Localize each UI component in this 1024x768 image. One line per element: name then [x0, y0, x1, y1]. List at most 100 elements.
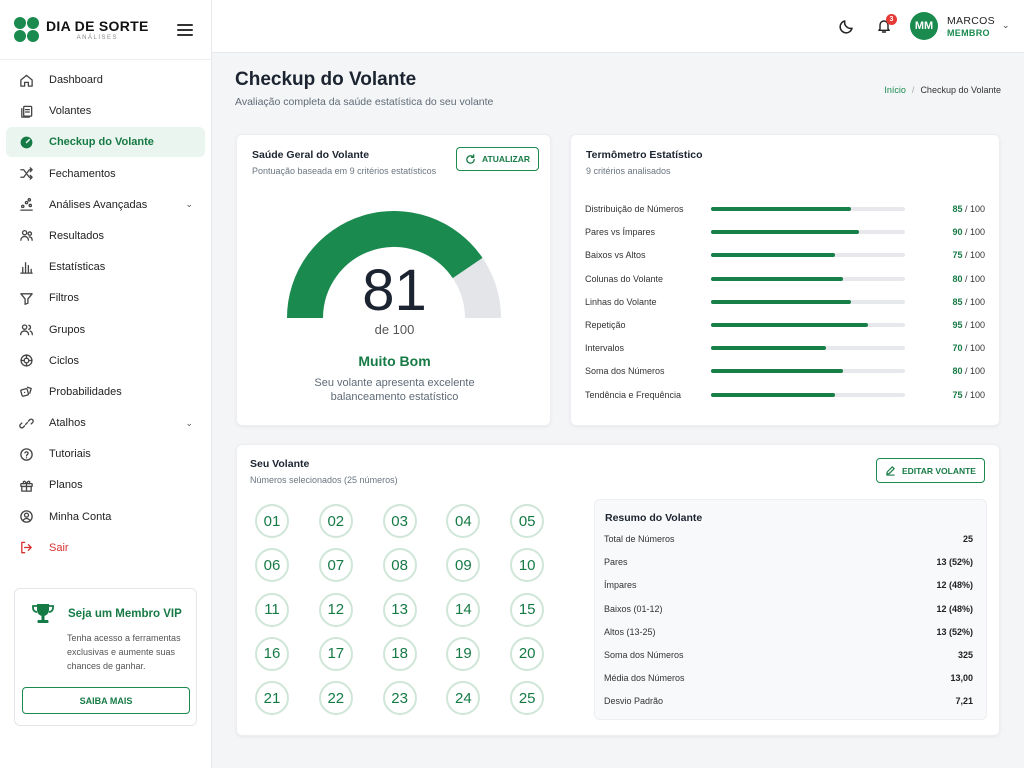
vip-card: Seja um Membro VIP Tenha acesso a ferram…	[14, 588, 197, 726]
sidebar-item-atalhos[interactable]: Atalhos ⌄	[6, 408, 205, 438]
user-menu[interactable]: MARCOS MEMBRO	[947, 15, 995, 39]
criterion-score-max: / 100	[964, 273, 985, 284]
ticket-card: Seu Volante Números selecionados (25 núm…	[236, 444, 1000, 736]
chevron-down-icon: ⌄	[185, 199, 193, 210]
number-ball[interactable]: 10	[510, 548, 545, 583]
criterion-name: Repetição	[585, 320, 626, 330]
number-ball[interactable]: 02	[318, 504, 353, 538]
criterion-score: 80 / 100	[952, 274, 985, 284]
number-ball[interactable]: 13	[382, 592, 417, 627]
users-icon	[18, 228, 34, 244]
sidebar-item-sair[interactable]: Sair	[6, 533, 205, 563]
sidebar-item-label: Grupos	[49, 323, 86, 336]
user-circle-icon	[18, 509, 34, 525]
refresh-button[interactable]: ATUALIZAR	[456, 147, 539, 171]
sidebar-nav: Dashboard Volantes Checkup do Volante Fecha…	[0, 60, 211, 563]
learn-more-button[interactable]: SAIBA MAIS	[22, 687, 190, 714]
sidebar-item-checkup-do-volante[interactable]: Checkup do Volante	[6, 127, 205, 158]
sidebar-item-tutoriais[interactable]: Tutoriais	[6, 439, 205, 469]
user-role: MEMBRO	[947, 28, 990, 38]
criterion-row: Soma dos Números 80 / 100	[585, 364, 985, 378]
sidebar-item-filtros[interactable]: Filtros	[6, 283, 205, 313]
sidebar-item-label: Probabilidades	[49, 385, 122, 398]
sidebar-item-probabilidades[interactable]: Probabilidades	[6, 377, 205, 407]
sidebar-item-estatisticas[interactable]: Estatísticas	[6, 252, 205, 282]
dark-mode-icon[interactable]	[839, 18, 855, 34]
criterion-name: Tendência e Frequência	[585, 389, 682, 400]
sidebar-item-resultados[interactable]: Resultados	[6, 221, 205, 251]
number-ball[interactable]: 14	[446, 592, 481, 627]
health-card-title: Saúde Geral do Volante	[252, 149, 370, 161]
criterion-bar-fill	[711, 276, 843, 281]
number-ball[interactable]: 24	[446, 681, 481, 716]
sidebar-item-minha-conta[interactable]: Minha Conta	[6, 502, 205, 532]
number-ball[interactable]: 19	[446, 636, 481, 671]
number-ball[interactable]: 01	[255, 504, 289, 538]
topbar: 3 MM MARCOS MEMBRO ⌄	[212, 0, 1024, 53]
sidebar-item-planos[interactable]: Planos	[6, 470, 205, 500]
criterion-bar-fill	[711, 346, 827, 351]
criterion-bar-fill	[711, 253, 835, 258]
number-ball[interactable]: 08	[382, 548, 417, 583]
clover-logo-icon	[14, 16, 40, 43]
summary-value: 13 (52%)	[936, 557, 973, 568]
number-ball[interactable]: 05	[510, 504, 545, 538]
number-ball[interactable]: 06	[255, 548, 289, 583]
criterion-row: Repetição 95 / 100	[585, 318, 985, 332]
filter-icon	[18, 290, 34, 306]
sidebar-item-label: Dashboard	[49, 74, 103, 86]
sidebar-item-grupos[interactable]: Grupos	[6, 315, 205, 345]
criterion-score-value: 80	[952, 273, 963, 284]
criterion-score: 75 / 100	[952, 250, 985, 260]
number-ball[interactable]: 09	[446, 548, 481, 583]
criterion-row: Tendência e Frequência 75 / 100	[585, 388, 985, 402]
sidebar-item-analises-avancadas[interactable]: Análises Avançadas ⌄	[6, 190, 205, 220]
number-ball[interactable]: 07	[318, 548, 353, 583]
number-ball[interactable]: 15	[510, 592, 545, 627]
sidebar-item-volantes[interactable]: Volantes	[6, 96, 205, 126]
summary-value: 13,00	[950, 673, 973, 684]
criterion-row: Linhas do Volante 85 / 100	[585, 295, 985, 309]
summary-row: Baixos (01-12) 12 (48%)	[604, 604, 973, 614]
edit-ticket-button[interactable]: EDITAR VOLANTE	[876, 458, 985, 483]
copy-icon	[18, 103, 34, 119]
number-ball[interactable]: 22	[318, 681, 353, 716]
criterion-bar	[711, 299, 905, 304]
number-ball[interactable]: 21	[255, 681, 289, 716]
shuffle-icon	[18, 166, 34, 182]
number-ball[interactable]: 16	[255, 636, 289, 671]
home-icon	[18, 72, 34, 88]
thermometer-title: Termômetro Estatístico	[586, 149, 703, 161]
number-ball[interactable]: 23	[382, 681, 417, 716]
breadcrumb-home-link[interactable]: Início	[884, 85, 906, 95]
criterion-score: 80 / 100	[952, 366, 985, 376]
sidebar-item-ciclos[interactable]: Ciclos	[6, 346, 205, 376]
sidebar-item-label: Fechamentos	[49, 167, 116, 180]
sidebar-item-fechamentos[interactable]: Fechamentos	[6, 159, 205, 189]
summary-row: Ímpares 12 (48%)	[604, 580, 973, 590]
summary-value: 12 (48%)	[936, 580, 973, 591]
number-ball[interactable]: 04	[446, 504, 481, 538]
number-ball[interactable]: 20	[510, 636, 545, 671]
number-ball[interactable]: 18	[382, 636, 417, 671]
scatter-icon	[18, 197, 34, 213]
gauge-icon	[18, 134, 34, 150]
summary-row: Soma dos Números 325	[604, 650, 973, 660]
criterion-bar	[711, 276, 905, 281]
number-ball[interactable]: 11	[255, 592, 289, 627]
criterion-score-value: 70	[952, 343, 963, 354]
number-ball[interactable]: 12	[318, 592, 353, 627]
avatar[interactable]: MM	[910, 12, 938, 40]
sidebar-item-dashboard[interactable]: Dashboard	[6, 65, 205, 95]
number-ball[interactable]: 03	[382, 504, 417, 538]
summary-row: Altos (13-25) 13 (52%)	[604, 627, 973, 637]
pencil-icon	[886, 466, 895, 476]
number-ball[interactable]: 17	[318, 636, 353, 671]
criterion-score-max: / 100	[964, 320, 985, 330]
chevron-down-icon[interactable]: ⌄	[1002, 20, 1010, 30]
criterion-row: Pares vs Ímpares 90 / 100	[585, 225, 985, 239]
number-ball[interactable]: 25	[510, 681, 545, 716]
criterion-score: 75 / 100	[952, 390, 985, 400]
menu-toggle-icon[interactable]	[177, 23, 193, 36]
sidebar-item-label: Resultados	[49, 229, 105, 242]
